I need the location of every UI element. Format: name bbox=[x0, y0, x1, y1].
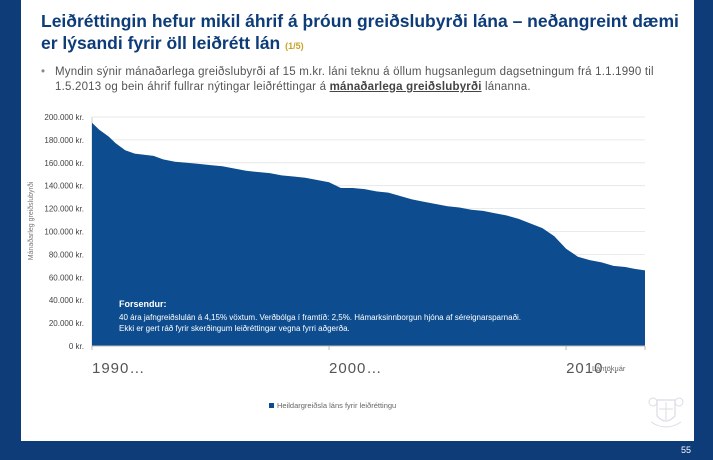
legend-entry: Heildargreiðsla láns fyrir leiðréttingu bbox=[277, 401, 396, 410]
y-tick-label: 80.000 kr. bbox=[49, 250, 84, 259]
y-axis-label: Mánaðarleg greiðslubyrði bbox=[27, 181, 35, 260]
x-tick-label: 1990… bbox=[92, 360, 145, 377]
x-tick-label: 2000… bbox=[329, 360, 382, 377]
annotation-title: Forsendur: bbox=[119, 299, 167, 309]
title-part-indicator: (1/5) bbox=[285, 41, 304, 51]
annotation-line-1: 40 ára jafngreiðslulán á 4,15% vöxtum. V… bbox=[119, 313, 521, 322]
y-tick-label: 20.000 kr. bbox=[49, 319, 84, 328]
x-tick-label: 2010… bbox=[566, 360, 619, 377]
assumptions-annotation: Forsendur: 40 ára jafngreiðslulán á 4,15… bbox=[119, 299, 521, 333]
y-axis-ticks: 0 kr. 20.000 kr. 40.000 kr. 60.000 kr. 80.00… bbox=[44, 113, 84, 351]
title-main: Leiðréttingin hefur mikil áhrif á þróun … bbox=[41, 11, 679, 53]
area-chart: 0 kr. 20.000 kr. 40.000 kr. 60.000 kr. 80.00… bbox=[27, 113, 646, 410]
y-tick-label: 60.000 kr. bbox=[49, 273, 84, 282]
y-tick-label: 140.000 kr. bbox=[44, 182, 84, 191]
bullet-text-pre: Myndin sýnir mánaðarlega greiðslubyrði a… bbox=[55, 66, 654, 93]
x-axis-ticks: 1990… 2000… 2010… bbox=[91, 345, 646, 377]
footer-bar bbox=[0, 441, 713, 460]
page-number: 55 bbox=[680, 445, 691, 455]
bullet-text: Myndin sýnir mánaðarlega greiðslubyrði a… bbox=[55, 65, 681, 95]
bullet-text-emphasis: mánaðarlega greiðslubyrði bbox=[329, 81, 482, 93]
bullet-point: • Myndin sýnir mánaðarlega greiðslubyrði… bbox=[41, 65, 681, 95]
x-axis-label: Lántökuár bbox=[592, 364, 626, 373]
y-tick-label: 40.000 kr. bbox=[49, 296, 84, 305]
y-tick-label: 160.000 kr. bbox=[44, 159, 84, 168]
y-tick-label: 120.000 kr. bbox=[44, 205, 84, 214]
y-tick-label: 200.000 kr. bbox=[44, 113, 84, 122]
y-tick-label: 0 kr. bbox=[69, 342, 84, 351]
annotation-line-2: Ekki er gert ráð fyrir skerðingum leiðré… bbox=[119, 324, 350, 333]
y-tick-label: 100.000 kr. bbox=[44, 228, 84, 237]
bullet-dot: • bbox=[41, 66, 46, 78]
legend-swatch bbox=[269, 403, 274, 408]
bullet-text-post: lánanna. bbox=[481, 81, 531, 93]
series-area-heildargreidsla bbox=[92, 122, 645, 346]
chart-area-layer bbox=[92, 122, 645, 346]
coat-of-arms-logo bbox=[648, 397, 684, 428]
slide-title: Leiðréttingin hefur mikil áhrif á þróun … bbox=[41, 10, 691, 57]
y-tick-label: 180.000 kr. bbox=[44, 136, 84, 145]
chart-legend: Heildargreiðsla láns fyrir leiðréttingu bbox=[269, 401, 396, 410]
